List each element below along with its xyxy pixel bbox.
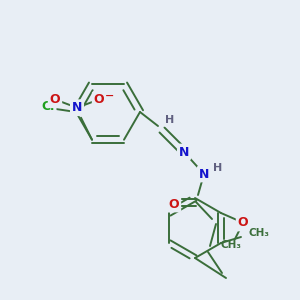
Text: N: N: [199, 167, 209, 181]
Text: H: H: [165, 115, 175, 125]
Text: CH₃: CH₃: [220, 240, 242, 250]
Text: −: −: [105, 91, 115, 101]
Text: N: N: [72, 101, 82, 114]
Text: O: O: [50, 93, 60, 106]
Text: O: O: [94, 93, 104, 106]
Text: O: O: [238, 217, 248, 230]
Text: O: O: [169, 197, 179, 211]
Text: N: N: [179, 146, 189, 158]
Text: H: H: [213, 163, 223, 173]
Text: CH₃: CH₃: [249, 228, 270, 238]
Text: Cl: Cl: [41, 100, 55, 113]
